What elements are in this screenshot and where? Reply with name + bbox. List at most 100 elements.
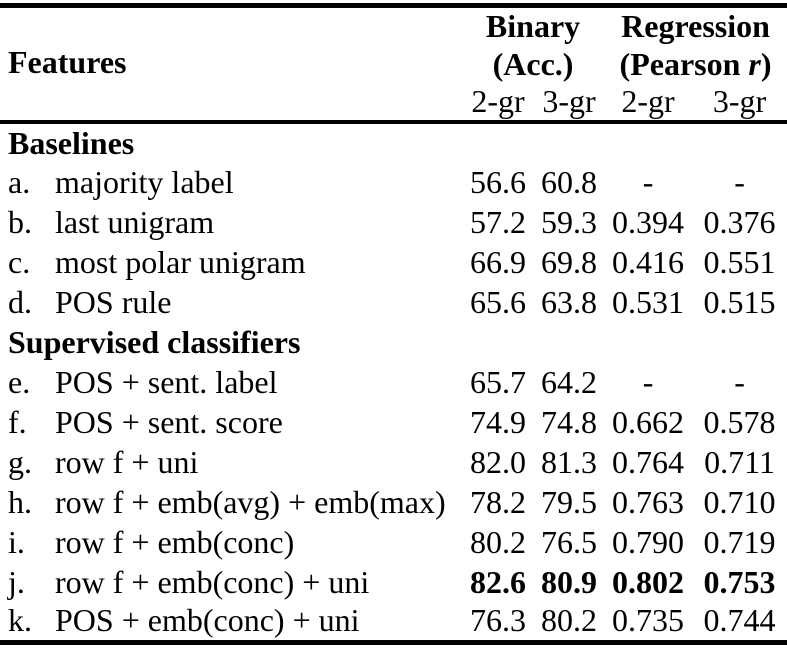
value-cell: 78.2 (470, 483, 527, 520)
value-cell: 80.2 (541, 602, 598, 639)
subcolumn-regression-3gr: 3-gr (712, 83, 767, 119)
value-cell: 0.763 (612, 483, 685, 520)
table-row: d. POS rule 65.6 63.8 0.531 0.515 (0, 282, 787, 322)
value-cell: 0.753 (703, 563, 776, 600)
section-row: Baselines (0, 122, 787, 162)
value-cell: 0.790 (612, 523, 685, 560)
row-letter: j. (8, 563, 25, 600)
row-letter: f. (8, 403, 27, 440)
feature-label: majority label (55, 163, 234, 200)
pearson-r-symbol: r (748, 45, 761, 82)
row-letter: g. (8, 443, 32, 480)
value-cell: - (642, 163, 654, 200)
value-cell: 60.8 (541, 163, 598, 200)
value-cell: 0.531 (612, 283, 685, 320)
section-row: Supervised classifiers (0, 322, 787, 362)
row-letter: c. (8, 243, 31, 280)
value-cell: 0.515 (703, 283, 776, 320)
value-cell: 65.6 (470, 283, 527, 320)
value-cell: 59.3 (541, 203, 598, 240)
feature-label: row f + emb(conc) (55, 523, 295, 560)
value-cell: 65.7 (470, 363, 527, 400)
value-cell: 80.2 (470, 523, 527, 560)
row-letter: h. (8, 483, 32, 520)
table-row: g. row f + uni 82.0 81.3 0.764 0.711 (0, 442, 787, 482)
value-cell: 0.376 (703, 203, 776, 240)
feature-label: POS + sent. label (55, 363, 278, 400)
value-cell: 82.6 (470, 563, 527, 600)
table-row: a. majority label 56.6 60.8 - - (0, 162, 787, 202)
table-header: Features Binary Regression (Acc.) (Pears… (0, 6, 787, 122)
table-row: f. POS + sent. score 74.9 74.8 0.662 0.578 (0, 402, 787, 442)
row-letter: i. (8, 523, 25, 560)
value-cell: 0.662 (612, 403, 685, 440)
row-letter: k. (8, 602, 32, 639)
value-cell: 0.802 (612, 563, 685, 600)
section-title: Baselines (8, 124, 135, 161)
features-column-header: Features (8, 44, 127, 80)
value-cell: 74.8 (541, 403, 598, 440)
value-cell: 0.551 (703, 243, 776, 280)
value-cell: 76.3 (470, 602, 527, 639)
value-cell: 80.9 (541, 563, 598, 600)
subcolumn-spacer (0, 83, 462, 122)
value-cell: 0.710 (703, 483, 776, 520)
value-cell: 0.764 (612, 443, 685, 480)
feature-label: POS + sent. score (55, 403, 283, 440)
table-body: Baselines a. majority label 56.6 60.8 - - b. las… (0, 122, 787, 642)
value-cell: 66.9 (470, 243, 527, 280)
table-row: e. POS + sent. label 65.7 64.2 - - (0, 362, 787, 402)
value-cell: - (642, 363, 654, 400)
header-group-row: Features Binary Regression (0, 6, 787, 80)
section-title: Supervised classifiers (8, 323, 301, 360)
subcolumn-binary-3gr: 3-gr (542, 83, 596, 119)
pearson-prefix: (Pearson (619, 45, 749, 82)
row-letter: a. (8, 163, 31, 200)
value-cell: 69.8 (541, 243, 598, 280)
header-subtitle-row: (Acc.) (Pearson r) (0, 45, 787, 83)
feature-label: row f + emb(avg) + emb(max) (55, 483, 446, 520)
table-row: h. row f + emb(avg) + emb(max) 78.2 79.5 0.7… (0, 482, 787, 522)
subcolumn-regression-2gr: 2-gr (621, 83, 675, 119)
pearson-suffix: ) (760, 45, 772, 82)
value-cell: 57.2 (470, 203, 527, 240)
feature-label: last unigram (55, 203, 215, 240)
value-cell: 82.0 (470, 443, 527, 480)
value-cell: - (734, 363, 745, 400)
value-cell: 79.5 (541, 483, 598, 520)
value-cell: 0.744 (703, 602, 776, 639)
value-cell: 63.8 (541, 283, 598, 320)
value-cell: 0.711 (704, 443, 775, 480)
value-cell: 0.416 (612, 243, 685, 280)
regression-metric-label: (Pearson r) (604, 45, 787, 83)
feature-label: most polar unigram (55, 243, 306, 280)
header-subcolumn-row: 2-gr 3-gr 2-gr 3-gr (0, 83, 787, 122)
feature-label: POS + emb(conc) + uni (55, 602, 360, 639)
row-letter: d. (8, 283, 32, 320)
table-row: k. POS + emb(conc) + uni 76.3 80.2 0.735 0.74… (0, 602, 787, 642)
value-cell: 0.735 (612, 602, 685, 639)
value-cell: 56.6 (470, 163, 527, 200)
binary-group-header: Binary (485, 8, 581, 44)
value-cell: 64.2 (541, 363, 598, 400)
value-cell: - (734, 163, 745, 200)
value-cell: 76.5 (541, 523, 598, 560)
table-row: c. most polar unigram 66.9 69.8 0.416 0.551 (0, 242, 787, 282)
row-letter: b. (8, 203, 32, 240)
binary-metric-label: (Acc.) (492, 45, 574, 82)
row-letter: e. (8, 363, 31, 400)
table-row: j. row f + emb(conc) + uni 82.6 80.9 0.802 0.… (0, 562, 787, 602)
value-cell: 0.719 (703, 523, 776, 560)
regression-group-header: Regression (621, 8, 770, 44)
feature-label: row f + emb(conc) + uni (55, 563, 370, 600)
table-row: i. row f + emb(conc) 80.2 76.5 0.790 0.719 (0, 522, 787, 562)
value-cell: 81.3 (541, 443, 598, 480)
subcolumn-binary-2gr: 2-gr (471, 83, 525, 119)
results-table: Features Binary Regression (Acc.) (Pears… (0, 3, 787, 645)
feature-label: POS rule (55, 283, 172, 320)
value-cell: 0.578 (703, 403, 776, 440)
feature-label: row f + uni (55, 443, 199, 480)
value-cell: 0.394 (612, 203, 685, 240)
value-cell: 74.9 (470, 403, 527, 440)
table-row: b. last unigram 57.2 59.3 0.394 0.376 (0, 202, 787, 242)
